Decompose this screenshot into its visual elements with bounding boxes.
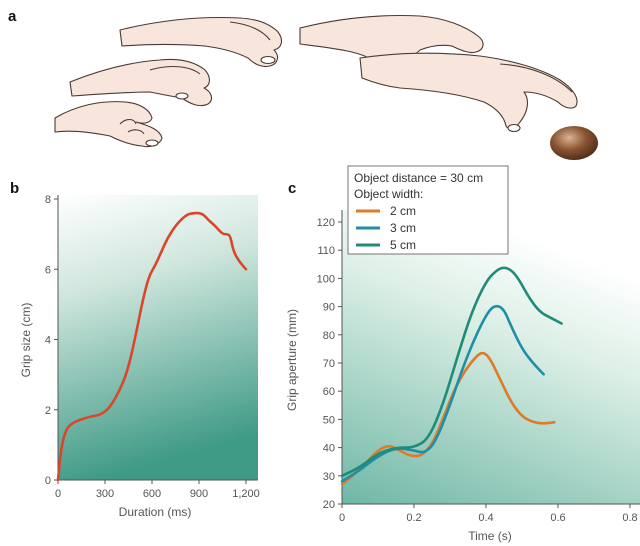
y-tick-label: 80: [323, 330, 335, 342]
chart-c-series: [340, 266, 563, 486]
chart-b: 0 300 600 900 1,200 0 2 4 6 8 Duration (ms) Grip …: [19, 194, 260, 519]
x-tick-label: 900: [190, 488, 208, 500]
x-tick-label: 600: [143, 488, 161, 500]
hand-closed-icon: [54, 101, 163, 148]
hands-illustration: [54, 14, 578, 148]
x-tick-label: 1,200: [232, 488, 260, 500]
x-tick-label: 0.2: [406, 512, 421, 524]
hand-aperture-icon: [119, 16, 283, 68]
panel-c-label: c: [288, 180, 297, 197]
y-tick-label: 0: [45, 475, 51, 487]
x-tick-label: 0.8: [622, 512, 637, 524]
y-tick-label: 110: [317, 245, 335, 257]
series-line-5-cm: [340, 266, 563, 478]
y-tick-label: 120: [317, 217, 335, 229]
series-line-0: [56, 211, 248, 482]
chart-c-legend: Object distance = 30 cm Object width: 2 …: [347, 165, 509, 255]
chart-b-series: [56, 211, 248, 482]
y-tick-label: 30: [323, 471, 335, 483]
chart-c: 0 0.2 0.4 0.6 0.8 20 30 40 50 60 70 80 90 100 110 120 T…: [285, 165, 640, 543]
y-tick-label: 90: [323, 302, 335, 314]
x-tick-label: 0: [55, 488, 61, 500]
panel-a-label: a: [8, 8, 17, 25]
y-tick-label: 2: [45, 405, 51, 417]
chart-b-ticks: 0 300 600 900 1,200 0 2 4 6 8: [45, 194, 260, 500]
chart-c-ylabel: Grip aperture (mm): [285, 309, 299, 411]
x-tick-label: 300: [96, 488, 114, 500]
series-line-3-cm: [340, 304, 545, 483]
panel-b-label: b: [10, 180, 20, 197]
series-line-2-cm: [340, 351, 556, 486]
y-tick-label: 20: [323, 499, 335, 511]
chart-b-xlabel: Duration (ms): [119, 505, 192, 519]
y-tick-label: 70: [323, 358, 335, 370]
y-tick-label: 100: [317, 273, 335, 285]
y-tick-label: 4: [45, 335, 51, 347]
hand-approach-icon: [359, 52, 578, 133]
target-object-ball: [550, 126, 598, 160]
legend-label-5cm: 5 cm: [390, 238, 416, 252]
hand-opening-icon: [69, 58, 213, 107]
chart-c-background: [342, 210, 640, 504]
y-tick-label: 50: [323, 414, 335, 426]
chart-b-ylabel: Grip size (cm): [19, 303, 33, 378]
y-tick-label: 8: [45, 194, 51, 206]
x-tick-label: 0.6: [550, 512, 565, 524]
x-tick-label: 0: [339, 512, 345, 524]
chart-c-xlabel: Time (s): [468, 529, 512, 543]
legend-label-3cm: 3 cm: [390, 221, 416, 235]
y-tick-label: 40: [323, 443, 335, 455]
chart-b-background: [58, 195, 258, 480]
legend-label-2cm: 2 cm: [390, 204, 416, 218]
y-tick-label: 60: [323, 386, 335, 398]
y-tick-label: 6: [45, 264, 51, 276]
x-tick-label: 0.4: [478, 512, 493, 524]
chart-c-ticks: 0 0.2 0.4 0.6 0.8 20 30 40 50 60 70 80 90 100 110 120: [317, 217, 638, 524]
legend-title-line-2: Object width:: [354, 187, 423, 201]
legend-title-line-1: Object distance = 30 cm: [354, 171, 483, 185]
